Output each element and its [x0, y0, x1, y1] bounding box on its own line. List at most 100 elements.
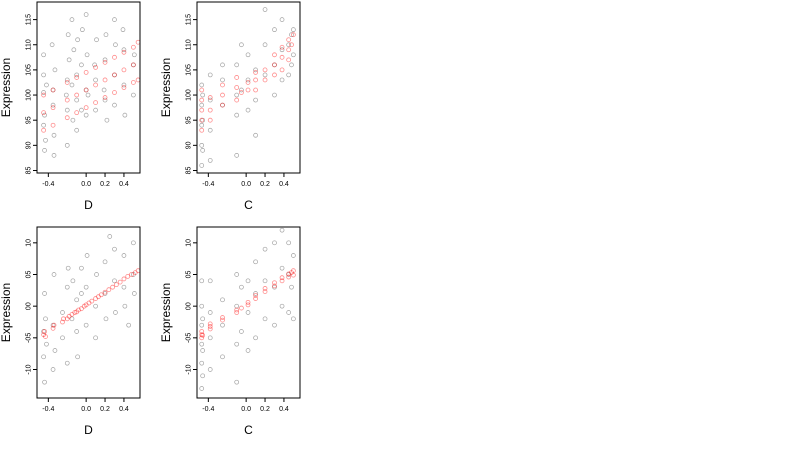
observed-point [80, 27, 85, 33]
observed-point [207, 310, 213, 315]
fitted-point [253, 296, 258, 301]
fitted-point [199, 117, 205, 123]
x-tick-label: 0.0 [241, 181, 251, 188]
fitted-point [207, 321, 213, 327]
observed-point [41, 329, 46, 334]
observed-point [121, 253, 127, 258]
fitted-point [96, 294, 101, 300]
fitted-point [239, 90, 244, 95]
observed-point [245, 52, 251, 58]
y-tick-label: 95 [186, 116, 193, 124]
observed-point [121, 47, 127, 53]
observed-point [245, 278, 251, 284]
fitted-point [74, 75, 80, 80]
observed-point [239, 329, 244, 334]
fitted-point [253, 87, 258, 93]
observed-point [234, 92, 240, 98]
observed-point [199, 102, 205, 108]
observed-point [50, 322, 56, 328]
x-tick-label: 0.2 [100, 406, 110, 413]
x-tick-label: 0.0 [241, 406, 251, 413]
fitted-point [253, 292, 258, 298]
observed-point [63, 92, 69, 98]
observed-point [199, 360, 205, 366]
observed-point [42, 112, 47, 118]
observed-point [279, 303, 285, 309]
observed-point [131, 52, 137, 58]
y-tick-label: -10 [26, 364, 33, 374]
observed-point [84, 52, 90, 58]
x-tick-label: -0.4 [42, 406, 54, 413]
observed-point [102, 259, 108, 265]
observed-point [207, 335, 213, 341]
fitted-point [289, 42, 294, 48]
observed-point [69, 82, 75, 88]
observed-point [52, 348, 58, 353]
observed-point [41, 52, 46, 58]
observed-point [93, 335, 98, 341]
observed-point [234, 62, 240, 68]
observed-point [93, 77, 98, 83]
observed-point [112, 246, 117, 252]
fitted-point [207, 324, 213, 329]
observed-point [234, 379, 240, 385]
series-observed [199, 7, 296, 168]
observed-point [207, 158, 213, 163]
observed-point [200, 92, 206, 98]
observed-point [65, 32, 71, 38]
fitted-point [121, 49, 127, 55]
observed-point [262, 72, 268, 78]
observed-point [220, 102, 225, 108]
y-tick-label: 110 [186, 39, 193, 50]
observed-point [107, 234, 113, 239]
observed-point [44, 341, 49, 347]
fitted-point [112, 72, 117, 78]
fitted-point [290, 268, 296, 274]
x-tick-label: 0.0 [81, 181, 91, 188]
observed-point [42, 148, 47, 153]
x-tick-label: -0.4 [202, 406, 214, 413]
fitted-point [253, 77, 258, 83]
observed-point [51, 132, 57, 138]
observed-point [42, 379, 47, 385]
observed-point [239, 42, 244, 48]
observed-point [207, 367, 213, 372]
fitted-point [41, 127, 47, 133]
observed-point [69, 316, 75, 322]
fitted-point [234, 310, 240, 315]
observed-point [245, 107, 251, 113]
fitted-point [199, 107, 205, 113]
x-tick-label: 0.2 [260, 181, 270, 188]
fitted-point [199, 329, 205, 334]
fitted-point [51, 322, 57, 328]
observed-point [52, 67, 58, 73]
observed-point [131, 62, 136, 68]
observed-point [291, 316, 296, 322]
y-tick-label: 115 [186, 14, 193, 25]
fitted-point [79, 306, 84, 312]
fitted-point [129, 272, 134, 277]
observed-point [75, 37, 80, 43]
observed-point [74, 127, 80, 133]
observed-point [253, 97, 258, 103]
observed-point [234, 303, 240, 309]
observed-point [64, 360, 70, 366]
x-tick-label: -0.4 [202, 181, 214, 188]
observed-point [50, 87, 56, 93]
observed-point [120, 27, 126, 33]
fitted-point [199, 87, 205, 93]
y-axis-label: Expression [0, 58, 13, 117]
fitted-point [83, 87, 89, 93]
fitted-point [199, 127, 205, 133]
fitted-point [74, 309, 80, 315]
observed-point [41, 122, 46, 128]
observed-point [279, 227, 285, 233]
y-tick-label: 00 [186, 302, 193, 310]
fitted-point [289, 270, 294, 276]
observed-point [121, 82, 127, 88]
y-tick-label: 85 [186, 166, 193, 174]
observed-point [272, 322, 277, 328]
observed-point [131, 240, 136, 246]
fitted-point [290, 32, 296, 38]
